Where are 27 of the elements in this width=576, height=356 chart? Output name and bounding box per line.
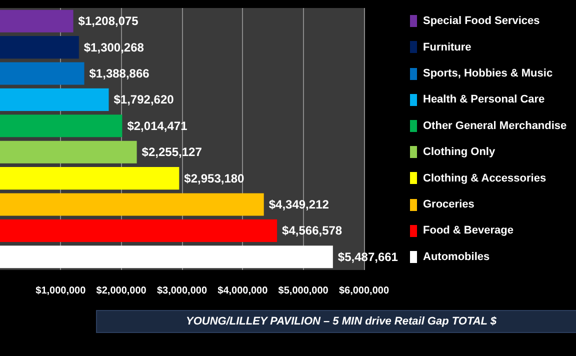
data-label: $1,300,268 [84,40,144,54]
y-tick-label: Food & Beverage [423,224,514,237]
x-tick-label: $6,000,000 [338,286,390,296]
data-label: $1,792,620 [114,92,174,107]
y-tick-label: Clothing & Accessories [423,172,546,184]
x-tick-label: $2,000,000 [96,286,147,296]
x-tick-label: $4,000,000 [218,286,268,296]
y-tick-label: Groceries [423,198,474,210]
data-label: $4,566,578 [282,224,342,238]
data-label: $2,255,127 [142,145,202,160]
y-tick-label: Furniture [423,41,472,54]
data-label: $1,388,866 [89,66,150,80]
data-label: $4,349,212 [268,198,330,212]
y-tick-label: Other General Merchandise [423,120,567,132]
y-tick-label: Sports, Hobbies & Music [423,68,553,80]
y-tick-label: Automobiles [423,250,490,263]
x-tick-label: $1,000,000 [36,286,86,296]
text: YOUNG/LILLEY PAVILION – 5 MIN drive Retail Gap TOTAL $ [186,316,498,328]
data-label: $5,487,661 [338,250,398,264]
y-tick-label: Health & Personal Care [423,94,545,106]
x-tick-label: $5,000,000 [278,286,329,296]
x-tick-label: $3,000,000 [156,286,208,296]
data-label: $2,953,180 [184,171,245,186]
y-tick-label: Clothing Only [423,146,496,158]
data-label: $2,014,471 [127,118,188,133]
y-tick-label: Special Food Services [423,15,540,28]
data-label: $1,208,075 [78,14,139,28]
